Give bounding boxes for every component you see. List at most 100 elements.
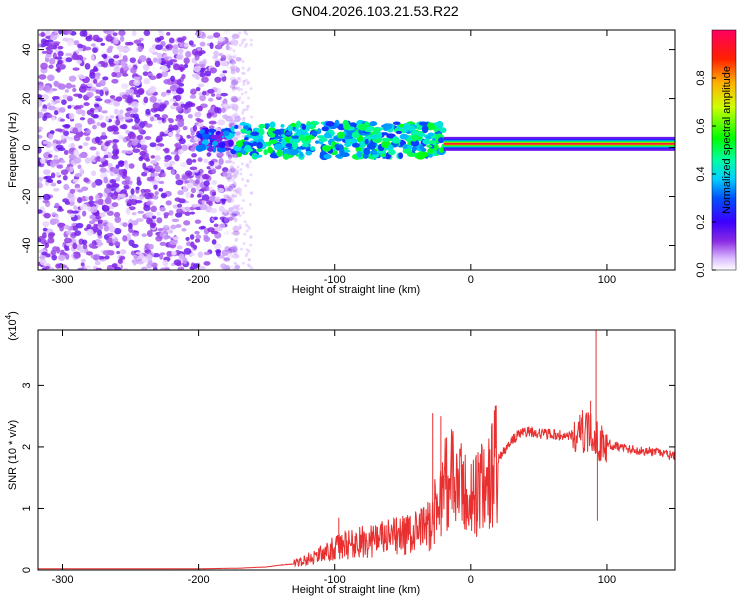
- heatmap-cell: [73, 149, 80, 157]
- heatmap-cell: [154, 176, 161, 182]
- heatmap-cell: [155, 44, 163, 51]
- heatmap-cell: [128, 163, 135, 169]
- heatmap-cell: [141, 171, 148, 177]
- heatmap-cell: [71, 210, 79, 214]
- heatmap-cell: [438, 137, 445, 144]
- heatmap-cell: [372, 150, 378, 155]
- heatmap-cell: [163, 224, 170, 229]
- heatmap-cell: [316, 135, 326, 139]
- heatmap-cell: [207, 146, 214, 152]
- heatmap-cell: [164, 158, 169, 163]
- heatmap-cell: [182, 257, 188, 265]
- heatmap-cell: [125, 207, 131, 215]
- heatmap-cell: [351, 142, 360, 148]
- snr-x-axis-title: Height of straight line (km): [292, 584, 420, 596]
- heatmap-cell: [160, 91, 167, 97]
- heatmap-cell: [177, 190, 184, 196]
- heatmap-cell: [44, 242, 50, 249]
- heatmap-cell: [364, 138, 369, 145]
- heatmap-cell: [95, 194, 100, 201]
- heatmap-cell: [45, 265, 50, 270]
- heatmap-cell: [55, 128, 63, 132]
- colorbar: 0.0 0.2 0.4 0.6 0.8 Normalized spectral ampl…: [695, 29, 737, 278]
- heatmap-cell: [165, 45, 170, 49]
- heatmap-cell: [234, 226, 238, 230]
- y-tick-label: 1: [21, 505, 33, 511]
- heatmap-cell: [79, 167, 84, 175]
- heatmap-cell: [181, 73, 186, 80]
- heatmap-cell: [249, 38, 253, 42]
- heatmap-cell: [163, 79, 171, 85]
- heatmap-cell: [290, 122, 296, 128]
- heatmap-cell: [214, 76, 222, 83]
- heatmap-cell: [163, 212, 170, 217]
- heatmap-cell: [246, 263, 250, 267]
- heatmap-cell: [38, 74, 47, 80]
- heatmap-cell: [398, 123, 405, 128]
- heatmap-cell: [133, 39, 142, 45]
- heatmap-cell: [174, 154, 180, 162]
- heatmap-cell: [168, 131, 174, 137]
- heatmap-cell: [203, 158, 209, 164]
- spectrogram-x-axis-title: Height of straight line (km): [292, 284, 420, 296]
- heatmap-cell: [175, 118, 181, 122]
- heatmap-cell: [74, 122, 83, 129]
- heatmap-cell: [115, 177, 121, 182]
- heatmap-cell: [264, 123, 269, 130]
- heatmap-cell: [96, 155, 101, 161]
- heatmap-cell: [135, 251, 143, 255]
- heatmap-cell: [53, 30, 59, 34]
- heatmap-cell: [58, 254, 66, 261]
- heatmap-cell: [109, 115, 115, 119]
- heatmap-cell: [93, 103, 100, 108]
- heatmap-cell: [176, 208, 183, 214]
- heatmap-cell: [206, 35, 214, 40]
- heatmap-cell: [118, 30, 126, 36]
- heatmap-cell: [231, 33, 240, 39]
- heatmap-cell: [115, 164, 120, 169]
- heatmap-cell: [241, 177, 245, 181]
- heatmap-cell: [150, 155, 156, 159]
- heatmap-cell: [39, 260, 47, 266]
- heatmap-cell: [51, 218, 60, 224]
- heatmap-cell: [181, 144, 188, 152]
- heatmap-cell: [174, 143, 179, 147]
- heatmap-cell: [427, 132, 434, 137]
- heatmap-cell: [232, 245, 238, 253]
- heatmap-cell: [89, 69, 95, 76]
- heatmap-cell: [202, 173, 209, 180]
- heatmap-cell: [111, 234, 117, 239]
- heatmap-cell: [245, 163, 249, 167]
- heatmap-cell: [227, 185, 234, 192]
- heatmap-cell: [285, 143, 293, 148]
- heatmap-cell: [159, 103, 167, 109]
- heatmap-cell: [83, 102, 90, 107]
- heatmap-cell: [267, 129, 273, 136]
- heatmap-cell: [234, 112, 238, 116]
- heatmap-cell: [295, 120, 302, 128]
- heatmap-cell: [87, 117, 95, 124]
- heatmap-cell: [143, 30, 151, 37]
- heatmap-cell: [194, 179, 200, 185]
- heatmap-cell: [225, 44, 230, 51]
- heatmap-cell: [132, 148, 141, 153]
- heatmap-cell: [128, 222, 133, 229]
- heatmap-cell: [138, 127, 144, 133]
- heatmap-cell: [106, 34, 113, 41]
- heatmap-cell: [153, 184, 158, 190]
- heatmap-cell: [276, 149, 283, 157]
- heatmap-cell: [149, 142, 157, 148]
- heatmap-cell: [55, 171, 61, 177]
- heatmap-cell: [380, 153, 387, 158]
- heatmap-cell: [103, 150, 109, 155]
- heatmap-cell: [145, 254, 153, 261]
- heatmap-cell: [101, 110, 108, 114]
- heatmap-cell: [38, 126, 44, 131]
- heatmap-cell: [82, 30, 88, 37]
- heatmap-cell: [138, 195, 144, 201]
- heatmap-cell: [48, 133, 54, 140]
- colorbar-ticks: 0.0 0.2 0.4 0.6 0.8: [695, 70, 716, 278]
- heatmap-cell: [171, 218, 180, 223]
- heatmap-cell: [104, 187, 112, 194]
